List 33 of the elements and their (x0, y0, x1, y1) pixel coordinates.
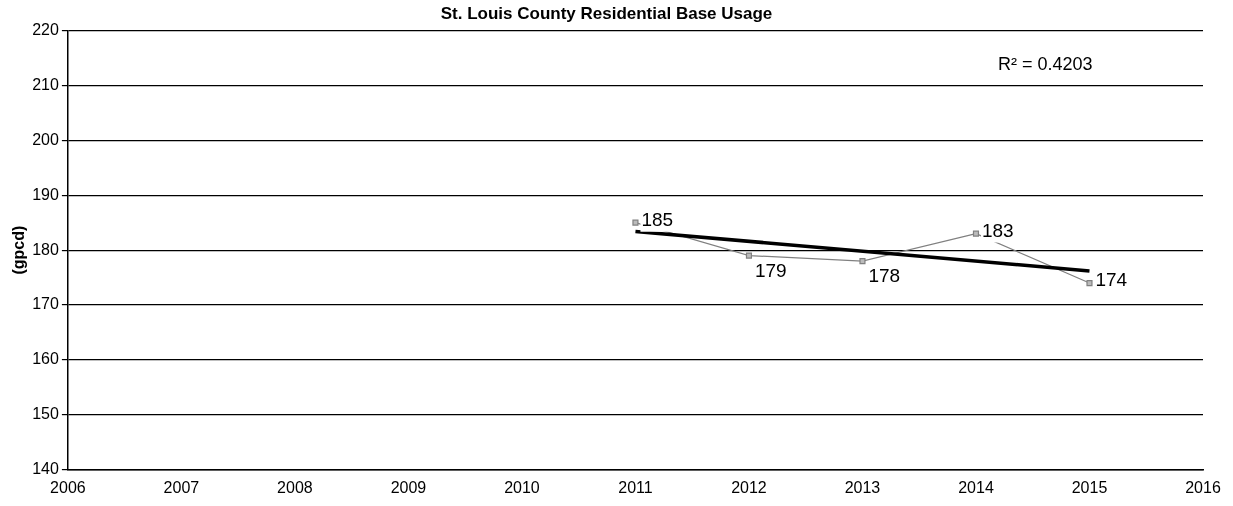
x-tick-label: 2014 (958, 478, 994, 496)
x-tick-label: 2009 (390, 478, 427, 496)
x-tick-label: 2016 (1185, 478, 1221, 496)
y-tick-label: 180 (32, 240, 59, 258)
x-tick-label: 2012 (731, 478, 767, 496)
y-tick-label: 200 (32, 130, 59, 148)
point (632, 219, 639, 226)
y-axis-title: (gpcd) (10, 225, 28, 275)
point (859, 258, 866, 265)
chart-title: St. Louis County Residential Base Usage (440, 3, 773, 23)
y-tick-label: 170 (32, 295, 59, 313)
x-tick-label: 2011 (618, 478, 653, 496)
x-tick-label: 2008 (277, 478, 313, 496)
data-label: 179 (754, 259, 787, 281)
data-label: 178 (868, 265, 901, 287)
x-tick-label: 2006 (50, 478, 86, 496)
point (1086, 279, 1093, 287)
y-tick-label: 210 (32, 75, 59, 93)
data-label: 185 (641, 208, 674, 230)
point (745, 252, 753, 259)
data-label: 174 (1095, 269, 1128, 291)
y-tick-label: 220 (32, 20, 59, 38)
x-tick-label: 2007 (163, 478, 200, 496)
x-tick-label: 2013 (844, 478, 881, 496)
y-tick-label: 140 (32, 460, 59, 478)
data-label: 183 (981, 219, 1014, 241)
x-tick-label: 2010 (504, 478, 540, 496)
point (972, 230, 980, 237)
y-tick-label: 160 (32, 350, 59, 368)
x-tick-label: 2015 (1071, 478, 1108, 496)
annotation: R² = 0.4203 (998, 54, 1093, 75)
y-tick-label: 150 (32, 405, 59, 423)
y-tick-label: 190 (32, 185, 59, 203)
